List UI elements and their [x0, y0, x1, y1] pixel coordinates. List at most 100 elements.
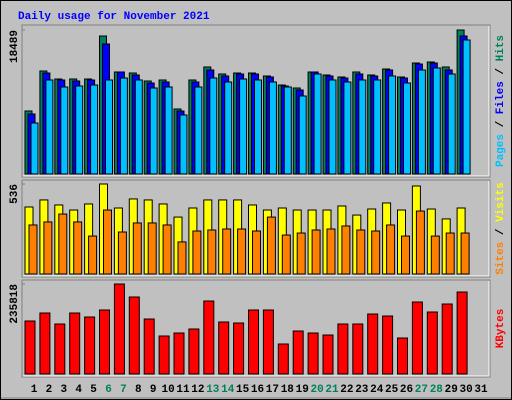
bar	[237, 228, 247, 275]
bar	[283, 86, 292, 175]
bar	[367, 313, 379, 375]
bar	[99, 309, 110, 375]
bar	[432, 67, 441, 175]
bar	[311, 229, 321, 275]
bar	[45, 79, 54, 175]
bar	[43, 221, 53, 275]
bar	[281, 234, 291, 275]
bar	[179, 114, 188, 175]
bar	[417, 69, 426, 175]
bar	[239, 78, 248, 175]
x-tick-label: 28	[430, 384, 444, 396]
bar	[224, 81, 233, 175]
bar	[388, 75, 397, 175]
bar	[252, 230, 261, 275]
bar	[401, 235, 410, 275]
x-tick-label: 31	[474, 384, 488, 396]
x-tick-label: 4	[75, 384, 82, 396]
bar	[103, 209, 112, 275]
bar	[149, 87, 158, 175]
bar	[445, 232, 455, 275]
bar	[88, 235, 98, 275]
bar	[147, 222, 157, 275]
x-tick-label: 22	[340, 384, 353, 396]
x-tick-label: 26	[400, 384, 413, 396]
bar	[134, 79, 143, 175]
bar	[341, 225, 351, 275]
panel-bevel	[23, 281, 490, 377]
bar	[307, 332, 319, 375]
bar	[188, 328, 200, 375]
bar	[162, 224, 172, 275]
x-tick-label: 5	[90, 384, 97, 396]
bar	[90, 84, 99, 175]
bar	[352, 323, 364, 375]
bar	[313, 73, 322, 175]
bar	[268, 81, 277, 175]
x-tick-label: 3	[60, 384, 67, 396]
bar	[105, 79, 113, 175]
x-tick-label: 29	[445, 384, 458, 396]
bar	[194, 86, 203, 175]
bar	[430, 235, 440, 275]
x-tick-label: 13	[206, 384, 220, 396]
bar	[39, 312, 51, 375]
bar	[411, 301, 423, 375]
bar	[382, 315, 394, 375]
bar	[397, 337, 408, 375]
bar	[119, 77, 128, 175]
x-tick-label: 30	[459, 384, 472, 396]
bar	[24, 320, 36, 375]
x-tick-label: 12	[191, 384, 204, 396]
bar	[371, 230, 381, 275]
x-tick-label: 20	[310, 384, 323, 396]
bar	[415, 210, 425, 275]
y-tick-label: 235818	[9, 284, 21, 324]
bar	[403, 82, 411, 175]
panel-bevel	[23, 181, 490, 277]
x-tick-label: 24	[370, 384, 384, 396]
bar	[222, 228, 232, 275]
x-tick-label: 14	[221, 384, 235, 396]
x-tick-label: 25	[385, 384, 399, 396]
bar	[426, 311, 438, 375]
bar	[132, 222, 142, 275]
bar	[203, 300, 215, 375]
panel-bevel	[23, 26, 490, 177]
bar	[113, 283, 125, 375]
bar	[356, 229, 366, 275]
bar	[207, 229, 217, 275]
x-tick-label: 9	[150, 384, 157, 396]
bar	[164, 86, 173, 175]
bar	[358, 79, 367, 175]
x-tick-label: 18	[281, 384, 295, 396]
x-tick-label: 10	[161, 384, 174, 396]
bar	[447, 73, 456, 175]
bar	[60, 86, 69, 175]
bar	[326, 228, 336, 275]
series-label: Pages / Files / Hits	[495, 35, 507, 167]
bar	[69, 312, 81, 375]
bar	[262, 309, 274, 375]
bar	[460, 232, 470, 275]
bar	[173, 332, 185, 375]
bar	[117, 231, 127, 275]
bar	[209, 77, 218, 175]
bar	[337, 323, 349, 375]
legend-entry: Visits	[495, 182, 507, 222]
x-tick-label: 16	[251, 384, 264, 396]
x-tick-label: 15	[236, 384, 250, 396]
bar	[373, 79, 382, 175]
bar	[158, 335, 170, 375]
y-tick-label: 536	[9, 184, 21, 204]
bar	[277, 343, 289, 375]
x-tick-label: 23	[355, 384, 369, 396]
legend-entry: Sites	[495, 242, 507, 275]
bar	[218, 321, 230, 375]
bar	[254, 79, 262, 175]
bar	[54, 323, 66, 375]
bar	[322, 334, 334, 375]
bar	[30, 122, 39, 175]
legend-entry: Pages	[495, 134, 507, 167]
